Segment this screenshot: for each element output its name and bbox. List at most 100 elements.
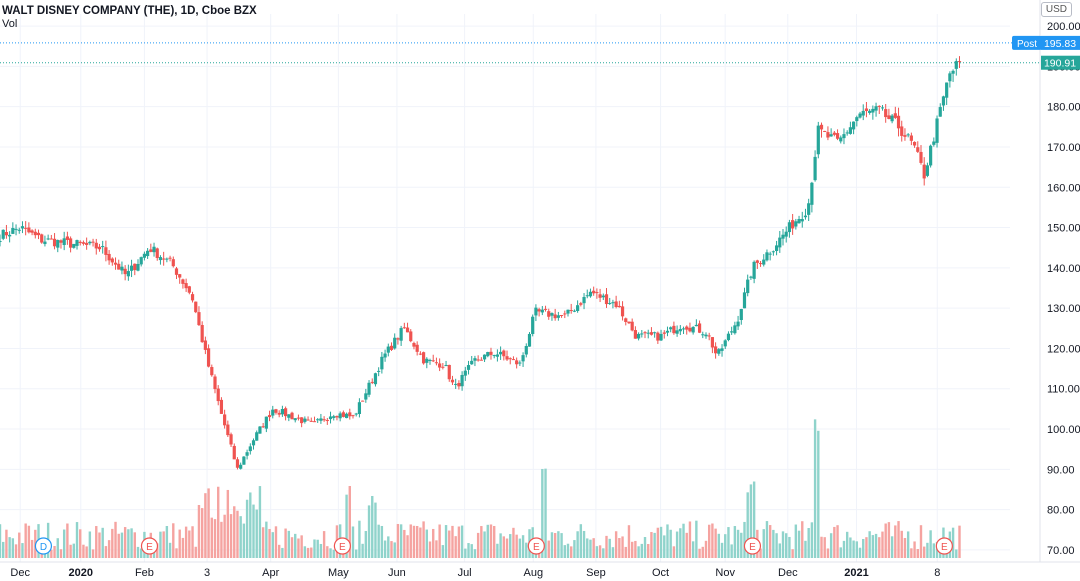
candle [223,409,227,429]
volume-bar [573,540,576,558]
candle [871,105,875,120]
candle [168,255,172,262]
candle [261,422,265,428]
candle [200,321,204,343]
earnings-event-marker[interactable]: E [527,537,545,555]
candle-body [675,330,679,334]
volume-bar [30,539,34,558]
candle-body [697,323,702,333]
candle-body [117,263,121,270]
candle-body [646,332,650,334]
candle-body [852,121,856,130]
candle-body [755,260,759,263]
candle-body [938,107,942,117]
candle-body [328,416,333,420]
candle [534,304,538,322]
candle [543,305,548,312]
candle [123,265,127,281]
post-price-tag [1041,35,1080,50]
candle [858,111,862,119]
volume-bar [791,549,794,558]
volume-bar [878,537,881,558]
candle [293,417,297,423]
candle [627,321,631,325]
candle-body [181,279,185,284]
earnings-event-marker[interactable]: E [935,537,953,555]
candle-body [900,126,904,136]
candle [245,449,249,460]
volume-bar [768,525,772,558]
candle [521,352,525,367]
candle-body [152,246,156,253]
volume-bar [772,529,775,558]
volume-bar [460,525,464,558]
candle [0,234,2,247]
candle [495,349,499,362]
earnings-event-marker[interactable]: E [743,537,762,555]
candle-body [608,302,612,304]
candle [938,103,942,117]
volume-bar [82,544,85,558]
x-tick-label: 3 [204,567,210,579]
volume-bar [5,529,8,558]
candle [402,322,406,329]
dividend-event-marker[interactable]: D [34,537,53,555]
candle [14,224,18,236]
candle-body [919,151,923,163]
volume-bar [675,531,679,558]
candle-body [499,351,503,355]
candle [714,342,718,359]
volume-bar [605,535,608,558]
volume-bar [85,546,88,558]
candle-body [704,334,708,337]
volume-bar [104,546,108,558]
candle [40,233,44,244]
volume-bar [509,534,512,558]
candle [733,321,737,335]
earnings-event-marker[interactable]: E [140,537,159,555]
candle [758,261,763,267]
candle-body [489,351,493,355]
volume-bar [345,494,348,558]
candle-body [271,409,275,416]
candle [271,405,275,419]
candle-body [457,382,461,387]
y-tick-label: 130.00 [1047,303,1080,315]
candle [229,432,233,447]
candle [579,301,583,307]
volume-bar [204,493,207,558]
volume-bar [852,540,855,558]
volume-bar [663,535,666,558]
candle [470,355,474,365]
currency-badge[interactable]: USD [1040,2,1072,17]
candle [502,349,506,361]
volume-bar [836,525,839,558]
volume-bar [666,524,669,558]
candle-body [14,228,18,230]
volume-bar [634,540,637,558]
candle-body [232,445,236,460]
candle-body [566,309,570,314]
candle-body [688,327,692,332]
y-tick-label: 170.00 [1047,142,1080,154]
volume-bar [845,531,849,558]
volume-bar [926,542,929,558]
candle-body [306,419,310,421]
candle-body [0,240,2,242]
candle [418,351,422,356]
volume-bar [348,485,351,558]
candle-body [88,241,92,244]
candle [807,198,811,222]
volume-bar [855,541,859,558]
candle-body [40,234,44,243]
candle [300,417,304,428]
candle [441,363,445,370]
earnings-event-marker[interactable]: E [333,537,351,555]
candle-body [27,227,31,233]
event-circle [743,537,762,555]
volume-bar [294,533,297,558]
candle [572,309,577,313]
volume-bar [650,532,653,558]
candle [296,414,301,421]
